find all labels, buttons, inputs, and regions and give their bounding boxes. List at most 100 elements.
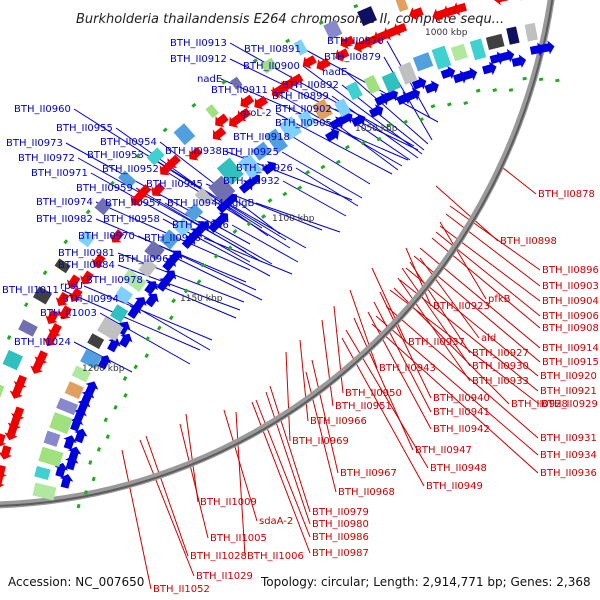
reverse-gene-label[interactable]: BTH_II0967: [340, 468, 397, 479]
forward-gene-arrow[interactable]: [423, 78, 441, 96]
forward-gene-label[interactable]: BTH_II0978: [86, 275, 143, 286]
reverse-gene-arrow[interactable]: [55, 304, 74, 323]
forward-gene-label[interactable]: BTH_II0892: [282, 80, 339, 91]
forward-gene-arrow[interactable]: [61, 433, 79, 451]
reverse-gene-label[interactable]: BTH_II0940: [433, 393, 490, 404]
reverse-gene-label[interactable]: BTH_II0942: [433, 424, 490, 435]
forward-gene-label[interactable]: nadE: [197, 74, 222, 85]
forward-gene-label[interactable]: BTH_II0902: [275, 104, 332, 115]
reverse-gene-label[interactable]: BTH_II0920: [540, 371, 597, 382]
reverse-gene-label[interactable]: BTH_II0914: [542, 343, 599, 354]
forward-gene-arrow[interactable]: [82, 378, 101, 397]
forward-gene-label[interactable]: BTH_II0974: [36, 197, 93, 208]
forward-gene-label[interactable]: BTH_II0912: [170, 54, 227, 65]
reverse-gene-arrow[interactable]: [0, 464, 9, 481]
reverse-gene-label[interactable]: BTH_II0937: [408, 337, 465, 348]
forward-gene-label[interactable]: BTH_II0959: [76, 183, 133, 194]
reverse-gene-label[interactable]: BTH_II0951: [335, 401, 392, 412]
reverse-gene-arrow[interactable]: [134, 182, 154, 202]
forward-gene-label[interactable]: BTH_II0946: [172, 220, 229, 231]
reverse-gene-label[interactable]: BTH_II0904: [542, 296, 599, 307]
reverse-gene-label[interactable]: BTH_II0934: [540, 450, 597, 461]
reverse-gene-label[interactable]: BTH_II0906: [542, 311, 599, 322]
reverse-gene-arrow[interactable]: [163, 152, 183, 172]
forward-gene-arrow[interactable]: [350, 111, 369, 130]
reverse-gene-label[interactable]: BTH_II0986: [312, 532, 369, 543]
forward-gene-label[interactable]: BTH_II0957: [105, 198, 162, 209]
forward-gene-label[interactable]: BTH_II0932: [223, 176, 280, 187]
forward-gene-label[interactable]: BTH_II1011: [2, 285, 59, 296]
forward-gene-label[interactable]: BTH_II0984: [58, 260, 115, 271]
reverse-gene-arrow[interactable]: [313, 55, 332, 74]
forward-gene-label[interactable]: BTH_II0955: [56, 123, 113, 134]
reverse-gene-arrow[interactable]: [337, 33, 356, 52]
forward-gene-arrow[interactable]: [95, 352, 114, 371]
reverse-gene-label[interactable]: BTH_II0947: [415, 445, 472, 456]
reverse-gene-arrow[interactable]: [407, 4, 425, 22]
forward-gene-arrow[interactable]: [160, 266, 180, 286]
reverse-gene-label[interactable]: BTH_II0979: [312, 507, 369, 518]
forward-gene-arrow[interactable]: [116, 330, 135, 349]
reverse-gene-label[interactable]: BTH_II0969: [292, 436, 349, 447]
reverse-gene-label[interactable]: BTH_II0948: [430, 463, 487, 474]
forward-gene-label[interactable]: BTH_II0971: [31, 168, 88, 179]
forward-gene-arrow[interactable]: [130, 293, 149, 312]
reverse-gene-label[interactable]: pfkB: [488, 294, 511, 305]
forward-gene-label[interactable]: nadE: [322, 67, 347, 78]
forward-gene-arrow[interactable]: [213, 208, 233, 228]
reverse-gene-label[interactable]: BTH_II1052: [153, 584, 210, 595]
forward-gene-label[interactable]: BTH_II0970: [78, 231, 135, 242]
reverse-gene-label[interactable]: BTH_II0903: [542, 281, 599, 292]
forward-gene-label[interactable]: BTH_II0926: [236, 163, 293, 174]
forward-gene-label[interactable]: BTH_II0972: [18, 153, 75, 164]
reverse-gene-label[interactable]: BTH_II0908: [542, 323, 599, 334]
reverse-gene-arrow[interactable]: [390, 20, 408, 38]
reverse-gene-label[interactable]: BTH_II0987: [312, 548, 369, 559]
reverse-gene-arrow[interactable]: [64, 273, 83, 292]
forward-gene-label[interactable]: BTH_II0960: [14, 104, 71, 115]
forward-gene-label[interactable]: BTH_II0938: [165, 146, 222, 157]
forward-gene-arrow[interactable]: [499, 47, 516, 64]
reverse-gene-label[interactable]: BTH_II1028: [190, 551, 247, 562]
forward-gene-label[interactable]: BTH_II1003: [40, 308, 97, 319]
reverse-gene-label[interactable]: BTH_II0898: [500, 236, 557, 247]
forward-gene-arrow[interactable]: [58, 472, 75, 489]
forward-gene-arrow[interactable]: [142, 277, 162, 297]
reverse-gene-arrow[interactable]: [42, 308, 61, 327]
reverse-gene-arrow[interactable]: [0, 432, 8, 449]
reverse-gene-arrow[interactable]: [233, 106, 253, 126]
reverse-gene-label[interactable]: BTH_II0931: [540, 433, 597, 444]
reverse-gene-label[interactable]: sdaA-2: [259, 516, 293, 527]
reverse-gene-arrow[interactable]: [211, 111, 231, 131]
forward-gene-arrow[interactable]: [166, 246, 186, 266]
forward-gene-label[interactable]: glgB: [232, 198, 254, 209]
reverse-gene-label[interactable]: BTH_II0980: [312, 519, 369, 530]
reverse-gene-arrow[interactable]: [440, 3, 457, 20]
reverse-gene-label[interactable]: BTH_II0966: [310, 416, 367, 427]
reverse-gene-arrow[interactable]: [32, 349, 51, 368]
forward-gene-arrow[interactable]: [511, 53, 528, 70]
forward-gene-label[interactable]: BTH_II0899: [272, 91, 329, 102]
forward-gene-label[interactable]: BTH_II0953: [87, 150, 144, 161]
reverse-gene-label[interactable]: BTH_II0930: [472, 361, 529, 372]
forward-gene-label[interactable]: BTH_II0945: [146, 179, 203, 190]
reverse-gene-arrow[interactable]: [250, 93, 269, 112]
reverse-gene-label[interactable]: BTH_II1029: [196, 571, 253, 582]
forward-gene-arrow[interactable]: [404, 85, 422, 103]
forward-gene-label[interactable]: BTH_II0918: [233, 132, 290, 143]
forward-gene-label[interactable]: BTH_II0911: [211, 85, 268, 96]
reverse-gene-arrow[interactable]: [107, 227, 127, 247]
reverse-gene-label[interactable]: BTH_II0927: [472, 348, 529, 359]
forward-gene-label[interactable]: BTH_II0952: [102, 164, 159, 175]
reverse-gene-label[interactable]: ald: [481, 333, 496, 344]
reverse-gene-label[interactable]: BTH_II1006: [247, 551, 304, 562]
reverse-gene-arrow[interactable]: [66, 286, 85, 305]
reverse-gene-arrow[interactable]: [208, 125, 228, 145]
reverse-gene-label[interactable]: BTH_II0928: [511, 399, 568, 410]
forward-gene-arrow[interactable]: [481, 60, 498, 77]
forward-gene-arrow[interactable]: [104, 335, 123, 354]
reverse-gene-label[interactable]: BTH_II0936: [540, 468, 597, 479]
forward-gene-label[interactable]: BTH_II0913: [170, 38, 227, 49]
forward-gene-label[interactable]: BTH_II0994: [62, 294, 119, 305]
forward-gene-arrow[interactable]: [323, 125, 342, 144]
